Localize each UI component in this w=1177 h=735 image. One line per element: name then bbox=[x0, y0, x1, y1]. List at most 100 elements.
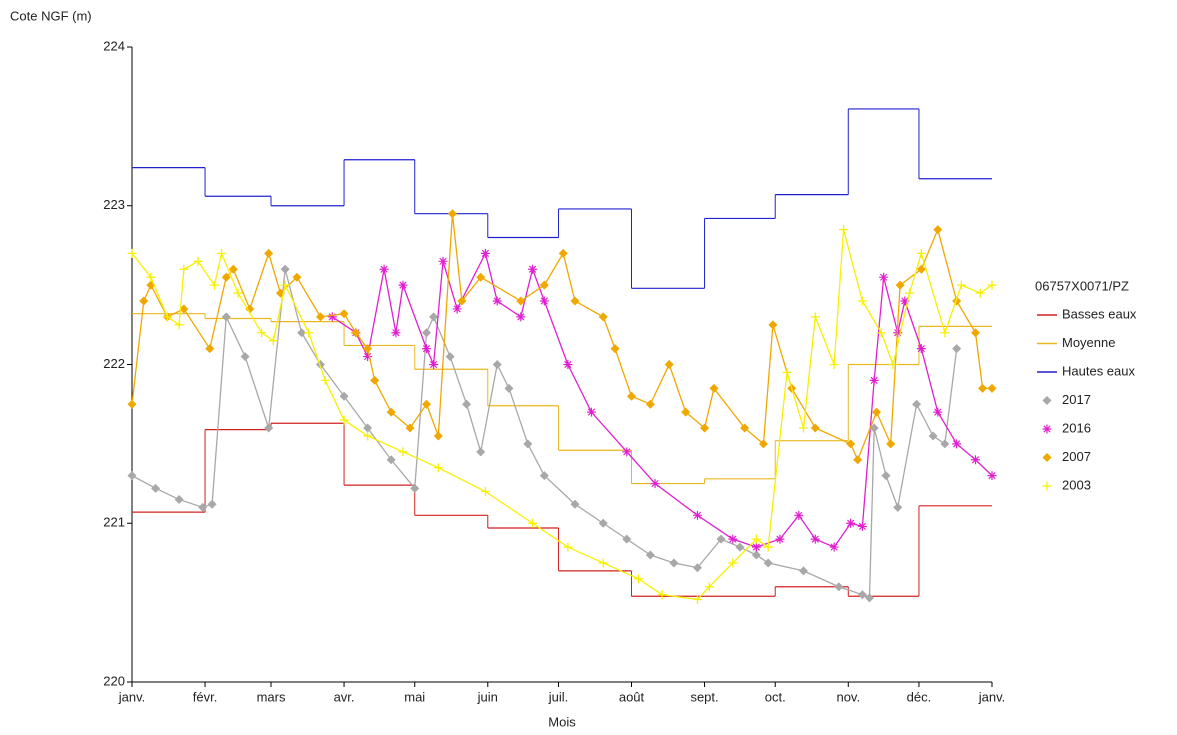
x-tick-label: mai bbox=[404, 689, 425, 704]
marker bbox=[127, 471, 137, 481]
marker-shape bbox=[179, 264, 189, 274]
marker-shape bbox=[257, 328, 267, 338]
marker-shape bbox=[598, 518, 608, 528]
marker-shape bbox=[205, 344, 215, 354]
x-tick-label: janv. bbox=[118, 689, 146, 704]
marker bbox=[351, 328, 361, 338]
marker-shape bbox=[539, 471, 549, 481]
marker-shape bbox=[586, 407, 596, 417]
marker bbox=[634, 574, 644, 584]
marker-shape bbox=[692, 594, 702, 604]
marker-shape bbox=[539, 280, 549, 290]
marker bbox=[740, 423, 750, 433]
marker bbox=[462, 399, 472, 409]
marker-shape bbox=[492, 296, 502, 306]
marker-shape bbox=[740, 423, 750, 433]
legend-item: Hautes eaux bbox=[1037, 363, 1135, 378]
marker bbox=[405, 423, 415, 433]
marker-shape bbox=[422, 399, 432, 409]
marker bbox=[700, 423, 710, 433]
marker bbox=[810, 423, 820, 433]
marker-shape bbox=[888, 360, 898, 369]
marker-shape bbox=[304, 328, 314, 338]
marker-shape bbox=[445, 352, 455, 362]
marker-shape bbox=[704, 582, 714, 592]
legend-label: 2007 bbox=[1062, 449, 1091, 464]
marker bbox=[217, 248, 227, 258]
y-tick-label: 221 bbox=[103, 515, 125, 530]
marker-shape bbox=[978, 383, 988, 393]
marker bbox=[857, 521, 867, 531]
marker bbox=[339, 309, 349, 319]
marker bbox=[952, 439, 962, 449]
marker-shape bbox=[810, 423, 820, 433]
marker-shape bbox=[398, 447, 408, 457]
marker-shape bbox=[174, 494, 184, 504]
marker bbox=[257, 328, 267, 338]
marker bbox=[528, 518, 538, 528]
marker bbox=[1042, 453, 1052, 462]
marker-shape bbox=[622, 534, 632, 544]
marker-shape bbox=[768, 320, 778, 330]
marker-shape bbox=[987, 280, 997, 290]
marker bbox=[205, 344, 215, 354]
marker bbox=[221, 272, 231, 282]
marker-shape bbox=[297, 328, 307, 338]
marker bbox=[869, 423, 879, 433]
marker-shape bbox=[429, 312, 439, 322]
marker-shape bbox=[895, 280, 905, 290]
marker bbox=[539, 296, 549, 306]
legend-label: 2016 bbox=[1062, 420, 1091, 435]
marker bbox=[127, 399, 137, 409]
marker bbox=[978, 383, 988, 393]
x-tick-label: déc. bbox=[907, 689, 932, 704]
marker bbox=[782, 367, 792, 377]
marker-shape bbox=[127, 248, 137, 258]
marker-shape bbox=[763, 558, 773, 568]
marker bbox=[839, 225, 849, 235]
marker-shape bbox=[391, 328, 401, 338]
marker bbox=[728, 534, 738, 544]
marker-shape bbox=[339, 391, 349, 401]
marker-shape bbox=[264, 248, 274, 258]
marker bbox=[846, 518, 856, 528]
x-tick-label: mars bbox=[257, 689, 286, 704]
marker-shape bbox=[233, 288, 243, 298]
marker-shape bbox=[558, 248, 568, 258]
marker bbox=[987, 471, 997, 481]
marker bbox=[872, 407, 882, 417]
marker-shape bbox=[782, 367, 792, 377]
marker bbox=[280, 264, 290, 274]
marker-shape bbox=[940, 439, 950, 449]
marker bbox=[563, 360, 573, 369]
marker-shape bbox=[799, 566, 809, 576]
marker-shape bbox=[916, 344, 926, 354]
marker bbox=[933, 407, 943, 417]
marker-shape bbox=[728, 534, 738, 544]
marker bbox=[728, 558, 738, 568]
marker bbox=[433, 463, 443, 473]
marker bbox=[528, 264, 538, 274]
marker bbox=[657, 590, 667, 600]
series-line bbox=[131, 213, 992, 462]
marker-shape bbox=[846, 518, 856, 528]
y-axis-label: Cote NGF (m) bbox=[10, 8, 92, 23]
marker bbox=[888, 360, 898, 369]
marker bbox=[794, 510, 804, 520]
marker bbox=[622, 447, 632, 457]
x-axis-label: Mois bbox=[548, 714, 576, 729]
marker-shape bbox=[664, 360, 674, 369]
marker-shape bbox=[1042, 396, 1052, 405]
marker-shape bbox=[370, 375, 380, 385]
marker bbox=[692, 563, 702, 573]
marker bbox=[912, 399, 922, 409]
marker bbox=[598, 518, 608, 528]
marker bbox=[956, 280, 966, 290]
marker bbox=[174, 320, 184, 330]
marker-shape bbox=[905, 288, 915, 298]
marker-shape bbox=[280, 280, 290, 290]
marker-shape bbox=[193, 256, 203, 266]
marker-shape bbox=[857, 590, 867, 600]
marker-shape bbox=[480, 248, 490, 258]
marker bbox=[422, 399, 432, 409]
